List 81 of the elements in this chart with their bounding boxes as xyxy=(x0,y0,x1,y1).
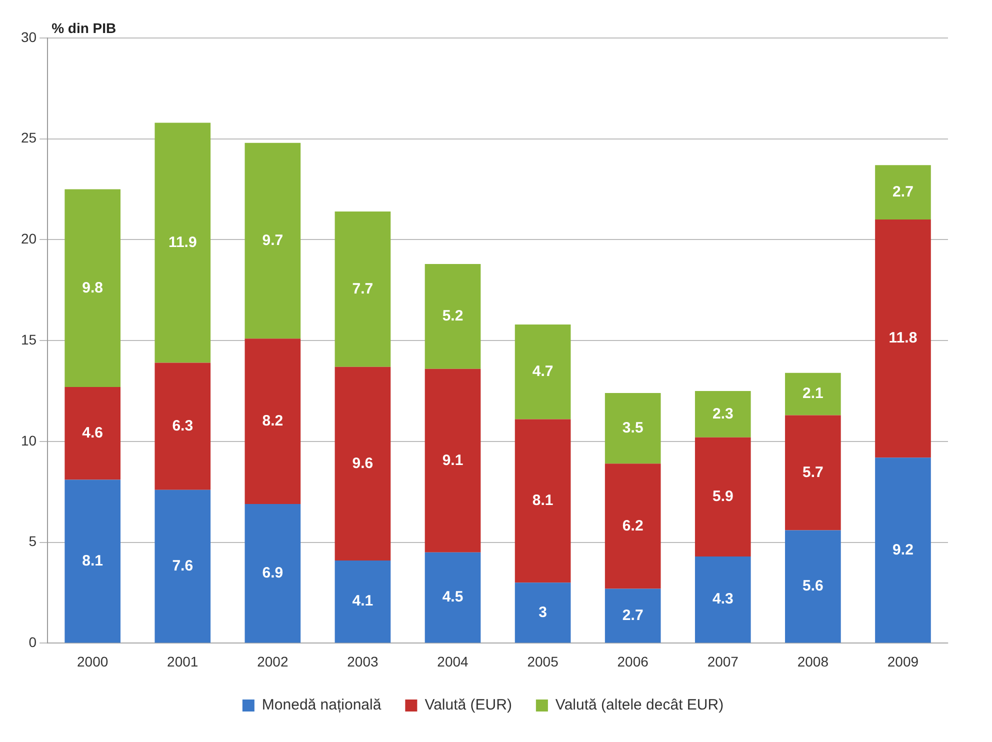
bar xyxy=(424,368,481,552)
bar xyxy=(154,490,211,643)
data-label: 3 xyxy=(538,604,547,621)
legend-label: Valută (altele decât EUR) xyxy=(555,696,724,714)
bar xyxy=(875,165,931,220)
data-label: 4.7 xyxy=(532,363,554,380)
x-tick-label: 2001 xyxy=(167,653,198,670)
data-label: 6.2 xyxy=(622,517,644,534)
bar xyxy=(514,324,571,420)
data-label: 9.6 xyxy=(352,454,374,472)
bar xyxy=(785,530,841,643)
y-axis-title: % din PIB xyxy=(52,20,116,36)
x-tick-label: 2000 xyxy=(77,653,108,670)
data-label: 4.3 xyxy=(712,590,734,608)
legend-label: Valută (EUR) xyxy=(424,696,512,714)
y-tick-label: 20 xyxy=(20,230,37,247)
x-tick-label: 2007 xyxy=(707,653,739,670)
bar xyxy=(694,391,751,438)
data-label: 6.3 xyxy=(172,417,194,434)
bar xyxy=(694,556,751,643)
x-tick-label: 2009 xyxy=(887,653,919,670)
data-label: 2.7 xyxy=(892,183,914,200)
data-label: 4.1 xyxy=(352,592,374,610)
data-label: 11.9 xyxy=(168,234,197,251)
data-label: 7.7 xyxy=(352,280,374,298)
bar xyxy=(154,362,211,490)
data-label: 3.5 xyxy=(622,419,644,436)
data-label: 11.8 xyxy=(888,330,918,347)
data-label: 4.6 xyxy=(82,424,104,442)
data-label: 5.9 xyxy=(712,488,734,506)
x-tick-label: 2006 xyxy=(617,653,649,670)
data-label: 8.1 xyxy=(82,552,104,570)
x-tick-label: 2005 xyxy=(527,653,559,670)
y-tick-label: 30 xyxy=(20,28,37,45)
data-label: 6.9 xyxy=(262,564,284,582)
bar xyxy=(875,458,931,643)
data-label: 9.2 xyxy=(892,541,914,558)
data-label: 5.6 xyxy=(802,578,824,595)
data-label: 9.1 xyxy=(442,452,464,469)
bar xyxy=(244,504,301,643)
data-label: 5.2 xyxy=(442,308,464,325)
bar xyxy=(875,220,931,458)
bar xyxy=(334,366,391,560)
y-tick-label: 25 xyxy=(20,130,37,146)
bar xyxy=(334,211,391,367)
data-label: 2.1 xyxy=(802,385,824,402)
x-tick-label: 2003 xyxy=(347,653,378,670)
bar xyxy=(514,419,571,583)
bar xyxy=(154,122,211,363)
data-label: 9.7 xyxy=(262,232,284,249)
data-label: 8.1 xyxy=(532,492,554,510)
data-label: 8.2 xyxy=(262,412,284,430)
y-tick-label: 15 xyxy=(20,331,37,348)
data-label: 9.8 xyxy=(82,279,104,296)
bar xyxy=(424,264,481,369)
data-label: 2.7 xyxy=(622,606,644,624)
data-label: 4.5 xyxy=(442,588,464,606)
data-label: 7.6 xyxy=(172,557,194,574)
bar xyxy=(785,372,841,416)
y-tick-label: 10 xyxy=(20,432,37,448)
bar xyxy=(64,189,121,387)
bar xyxy=(785,415,841,530)
x-tick-label: 2004 xyxy=(437,653,469,670)
bar xyxy=(424,552,481,643)
legend-label: Monedă națională xyxy=(262,696,382,714)
y-tick-label: 5 xyxy=(28,533,37,550)
data-label: 5.7 xyxy=(802,464,824,481)
x-tick-label: 2008 xyxy=(797,653,829,670)
bar xyxy=(514,582,571,643)
bar xyxy=(244,142,301,339)
bar xyxy=(694,437,751,556)
x-tick-label: 2002 xyxy=(257,653,288,670)
bar xyxy=(604,588,661,643)
data-label: 2.3 xyxy=(712,405,734,422)
bar xyxy=(64,480,121,643)
bar xyxy=(64,387,121,480)
bar xyxy=(604,393,661,464)
bar xyxy=(244,338,301,504)
bar xyxy=(604,464,661,589)
bar xyxy=(334,560,391,643)
y-tick-label: 0 xyxy=(28,634,37,650)
